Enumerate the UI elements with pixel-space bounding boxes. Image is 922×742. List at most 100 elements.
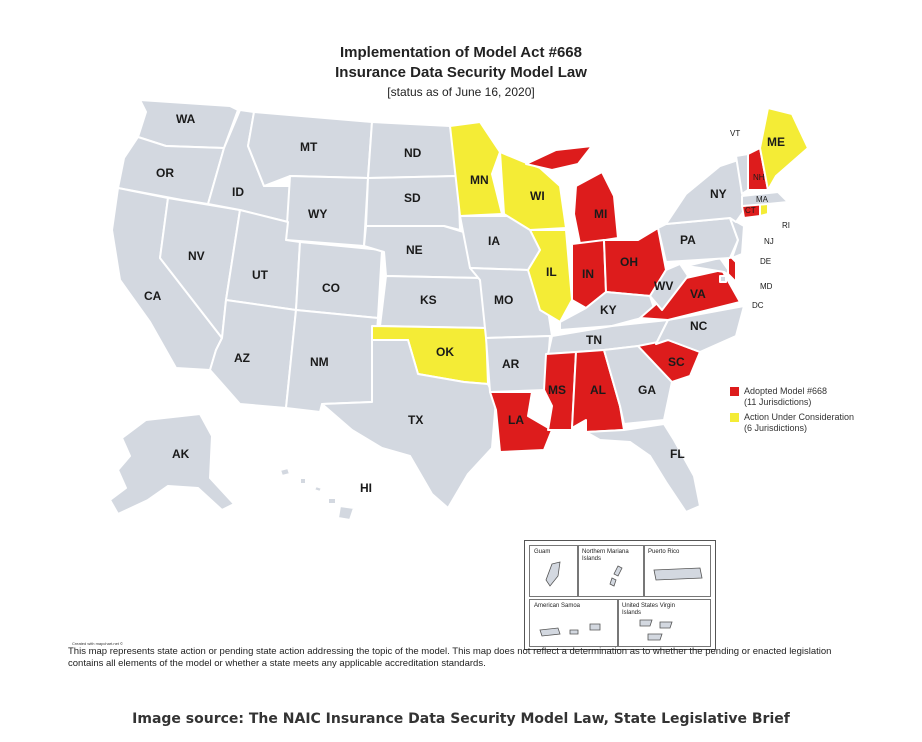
inset-guam: Guam <box>529 545 579 597</box>
svg-text:MS: MS <box>548 383 566 397</box>
svg-text:FL: FL <box>670 447 685 461</box>
state-nj <box>729 217 745 259</box>
state-labels: WA OR CA NV ID MT WY UT CO AZ NM ND SD N… <box>144 112 785 495</box>
state-wv <box>649 263 689 311</box>
svg-text:SD: SD <box>404 191 421 205</box>
state-ak <box>109 413 235 515</box>
mapchart-credit: Created with mapchart.net © <box>72 641 123 646</box>
svg-text:GA: GA <box>638 383 656 397</box>
svg-text:NC: NC <box>690 319 708 333</box>
svg-text:AL: AL <box>590 383 606 397</box>
svg-text:HI: HI <box>360 481 372 495</box>
state-de <box>727 253 737 283</box>
virgin-islands-shape <box>639 619 673 641</box>
puerto-rico-shape <box>653 567 703 581</box>
svg-text:TN: TN <box>586 333 602 347</box>
legend-adopted-count: (11 Jurisdictions) <box>744 397 812 407</box>
state-mn <box>449 121 503 217</box>
svg-text:MN: MN <box>470 173 489 187</box>
state-tx <box>321 339 497 509</box>
legend-consideration-count: (6 Jurisdictions) <box>744 423 808 433</box>
svg-text:ME: ME <box>767 135 785 149</box>
guam-shape <box>545 561 561 587</box>
inset-virgin-islands-label: United States Virgin Islands <box>622 603 675 616</box>
svg-text:KY: KY <box>600 303 617 317</box>
state-ma <box>741 191 789 207</box>
svg-text:AR: AR <box>502 357 520 371</box>
inset-guam-label: Guam <box>534 549 551 555</box>
svg-text:LA: LA <box>508 413 524 427</box>
svg-text:WA: WA <box>176 112 196 126</box>
state-dc <box>719 275 727 283</box>
northern-mariana-shape <box>609 565 623 587</box>
inset-puerto-rico-label: Puerto Rico <box>648 549 680 555</box>
legend-adopted-label: Adopted Model #668 <box>744 386 828 396</box>
svg-text:KS: KS <box>420 293 437 307</box>
svg-text:AK: AK <box>172 447 190 461</box>
american-samoa-shape <box>539 623 601 637</box>
svg-text:OK: OK <box>436 345 454 359</box>
svg-text:OR: OR <box>156 166 174 180</box>
svg-text:ID: ID <box>232 185 244 199</box>
svg-text:VT: VT <box>730 129 740 138</box>
svg-text:OH: OH <box>620 255 638 269</box>
svg-text:TX: TX <box>408 413 423 427</box>
state-id <box>207 109 291 223</box>
svg-text:IA: IA <box>488 234 500 248</box>
svg-text:RI: RI <box>782 221 790 230</box>
state-ri <box>759 203 769 217</box>
state-ky <box>559 291 657 331</box>
legend-adopted-swatch <box>730 387 739 396</box>
svg-text:DE: DE <box>760 257 771 266</box>
svg-text:ND: ND <box>404 146 422 160</box>
state-ny <box>665 159 747 225</box>
state-me <box>759 107 809 191</box>
inset-american-samoa-label: American Samoa <box>534 603 581 609</box>
svg-text:WY: WY <box>308 207 327 221</box>
inset-northern-mariana: Northern Mariana Islands <box>577 545 645 597</box>
svg-text:MT: MT <box>300 140 318 154</box>
svg-text:CA: CA <box>144 289 162 303</box>
svg-text:CT: CT <box>745 206 756 215</box>
svg-text:DC: DC <box>752 301 764 310</box>
svg-text:VA: VA <box>690 287 706 301</box>
inset-puerto-rico: Puerto Rico <box>643 545 711 597</box>
map-subtitle: Insurance Data Security Model Law <box>335 64 587 81</box>
svg-text:PA: PA <box>680 233 696 247</box>
inset-american-samoa: American Samoa <box>529 599 619 647</box>
map-footnote: This map represents state action or pend… <box>68 646 832 669</box>
svg-text:NJ: NJ <box>764 237 774 246</box>
svg-text:SC: SC <box>668 355 685 369</box>
svg-text:MD: MD <box>760 282 773 291</box>
legend-consideration-swatch <box>730 413 739 422</box>
svg-text:UT: UT <box>252 268 269 282</box>
state-mi <box>525 145 619 245</box>
svg-text:WV: WV <box>654 279 673 293</box>
svg-text:MA: MA <box>756 195 769 204</box>
svg-text:NH: NH <box>753 173 765 182</box>
state-hi <box>279 467 355 521</box>
svg-text:NE: NE <box>406 243 423 257</box>
state-la <box>489 391 553 453</box>
svg-text:WI: WI <box>530 189 545 203</box>
svg-text:IL: IL <box>546 265 557 279</box>
inset-northern-mariana-label: Northern Mariana Islands <box>582 549 629 562</box>
svg-text:AZ: AZ <box>234 351 250 365</box>
svg-text:MI: MI <box>594 207 607 221</box>
map-status-date: [status as of June 16, 2020] <box>387 85 535 99</box>
svg-text:CO: CO <box>322 281 340 295</box>
image-source: Image source: The NAIC Insurance Data Se… <box>132 711 790 727</box>
state-co <box>295 241 383 319</box>
legend-consideration-label: Action Under Consideration <box>744 412 855 422</box>
small-state-labels: VT NH MA CT RI NJ DE MD DC <box>730 129 790 310</box>
svg-text:NV: NV <box>188 249 205 263</box>
svg-text:NM: NM <box>310 355 329 369</box>
svg-text:NY: NY <box>710 187 727 201</box>
svg-text:IN: IN <box>582 267 594 281</box>
state-il <box>527 229 573 323</box>
map-title: Implementation of Model Act #668 <box>340 44 582 61</box>
state-fl <box>585 423 701 513</box>
territory-insets: Guam Northern Mariana Islands Puerto Ric… <box>524 540 716 650</box>
inset-virgin-islands: United States Virgin Islands <box>617 599 711 647</box>
